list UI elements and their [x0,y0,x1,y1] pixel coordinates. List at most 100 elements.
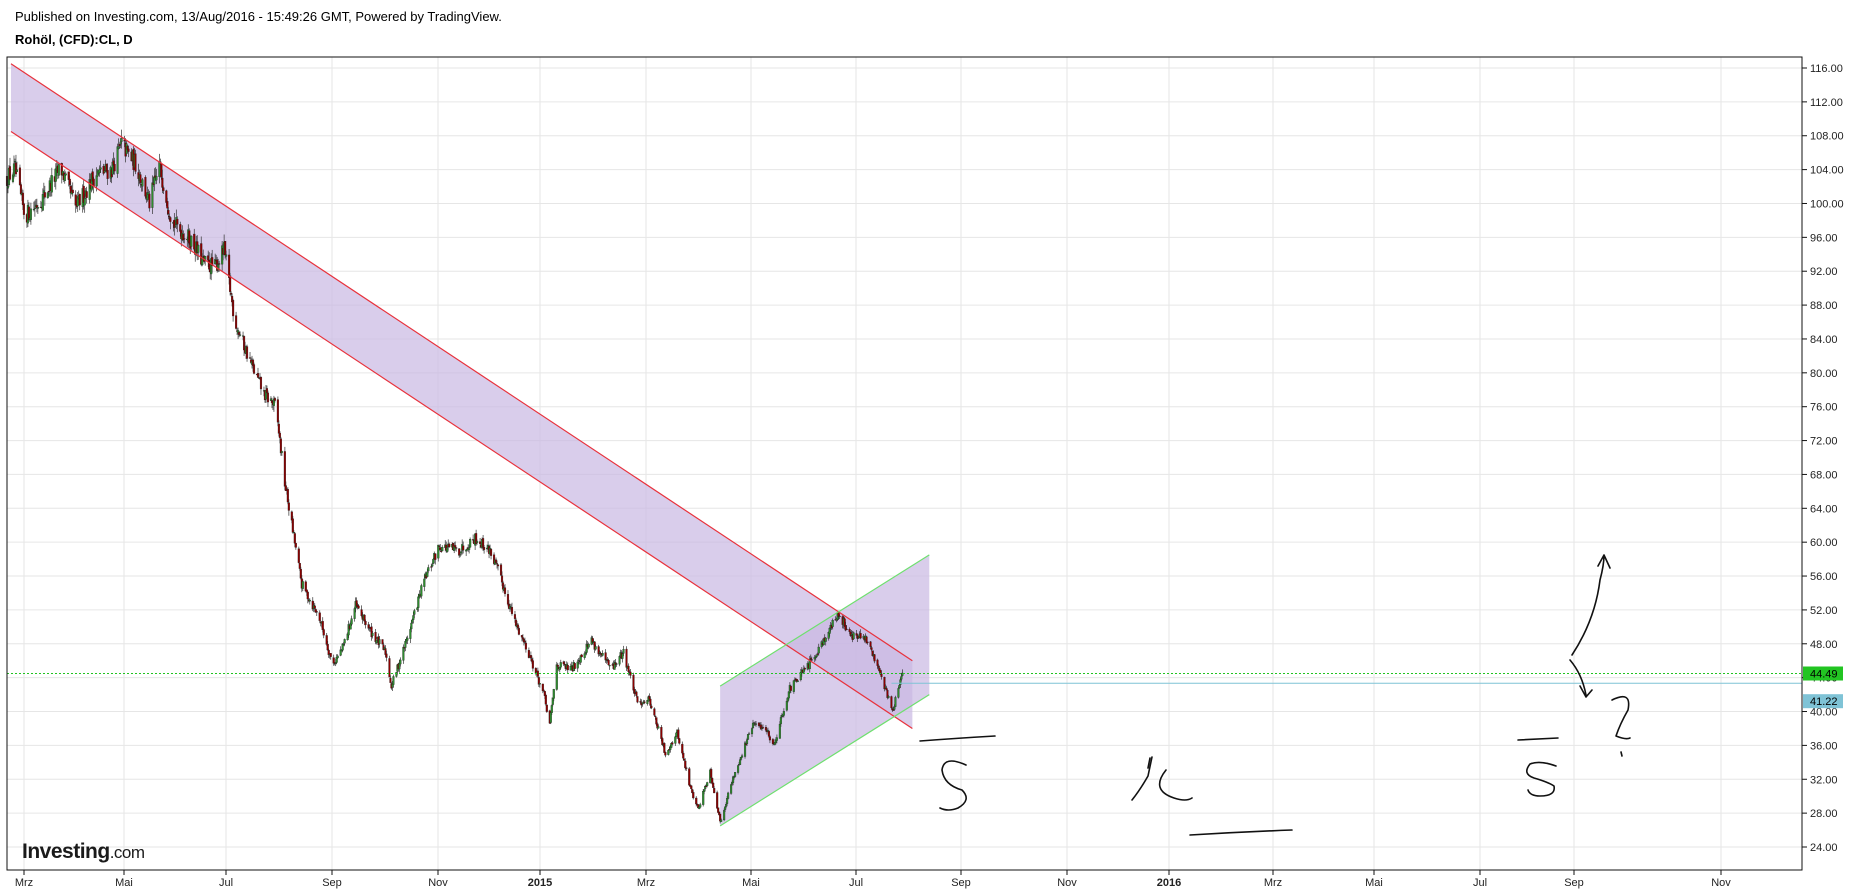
candle-up [737,765,740,773]
candlestick-series [5,129,904,824]
candle-up [739,759,742,765]
candle-up [343,639,346,644]
candle-up [410,622,413,630]
candle-up [98,168,101,174]
candle-up [552,689,555,699]
y-tick-label: 28.00 [1810,808,1838,820]
candle-down [385,653,388,658]
x-tick-label: Sep [1564,877,1584,889]
candle-down [326,644,329,651]
candle-up [50,175,53,193]
candle-up [402,646,405,661]
candle-up [558,666,561,670]
candle-down [71,189,74,194]
candle-up [549,712,552,723]
candle-down [635,691,638,696]
candle-up [335,657,338,663]
candle-down [193,233,196,250]
time-axis[interactable]: Mrz Mai Jul Sep Nov 2015 Mrz Mai Jul Sep Nov 2016 Mr… [15,870,1731,889]
candle-up [431,564,434,567]
candle-up [420,585,423,597]
logo-brand: Investing [22,840,110,863]
candle-down [627,665,630,672]
candle-down [499,564,503,576]
candle-down [245,346,249,359]
candle-up [576,661,579,669]
up-arrow [1571,554,1611,656]
candle-down [47,190,50,193]
candle-down [322,629,325,636]
candle-down [810,659,813,661]
candle-down [482,538,485,548]
candle-up [353,608,356,619]
candle-down [160,163,163,178]
candle-down [678,738,681,744]
candle-up [601,653,604,656]
candle-down [495,563,499,565]
logo-suffix: .com [109,843,145,862]
candle-up [900,676,903,680]
candle-down [880,673,883,677]
price-axis[interactable]: 24.0028.0032.0036.0040.0044.0048.0052.00… [1802,63,1844,854]
x-tick-label: Mai [1365,877,1383,889]
candle-up [824,637,827,642]
candle-down [162,187,165,191]
candle-down [286,489,289,503]
candle-up [538,683,541,685]
question-dot [1620,751,1623,757]
candle-down [654,715,657,717]
candle-down [360,609,363,617]
candle-down [238,332,241,335]
candle-up [476,541,479,543]
chart-grid [7,57,1802,870]
y-tick-label: 24.00 [1810,842,1838,854]
down-arrow [1569,659,1593,698]
candle-up [641,703,644,705]
price-tags: 44.49 41.22 [1803,666,1843,709]
candle-down [454,545,457,548]
s-mark-left [939,760,967,811]
candle-up [667,749,670,755]
candle-down [68,178,71,185]
candle-down [870,647,873,650]
candle-up [674,736,677,744]
candle-down [183,238,186,240]
candle-down [306,591,309,600]
candle-down [677,729,680,739]
candle-up [375,640,378,644]
plot-border [6,56,1803,871]
candle-up [392,676,395,685]
candle-down [562,661,565,665]
candle-down [816,653,819,655]
underline-mark-right [1517,737,1559,741]
candle-down [294,542,297,548]
candle-down [313,605,316,609]
x-tick-label: Mrz [1264,877,1282,889]
y-tick-label: 68.00 [1810,469,1838,481]
candle-down [228,254,231,278]
candle-up [723,810,726,821]
candle-down [232,300,235,317]
candle-up [899,679,902,685]
candle-down [123,139,126,142]
candle-down [18,167,21,186]
x-tick-label: Jul [1473,877,1487,889]
candle-down [235,315,238,329]
candle-down [102,166,105,174]
symbol-title: Rohöl, (CFD):CL, D [15,32,133,47]
candle-down [298,563,301,569]
candle-down [767,731,770,737]
reference-price-tag-bg [1803,694,1843,709]
candle-down [248,357,252,359]
candle-up [621,653,624,659]
x-tick-label: 2016 [1157,877,1181,889]
candle-down [764,727,768,731]
rising-channel-lower-line [719,694,930,827]
candle-down [21,192,24,206]
candle-down [566,665,569,671]
candle-down [434,553,437,560]
candle-down [859,633,862,639]
candle-up [399,659,402,665]
y-tick-label: 100.00 [1810,198,1844,210]
